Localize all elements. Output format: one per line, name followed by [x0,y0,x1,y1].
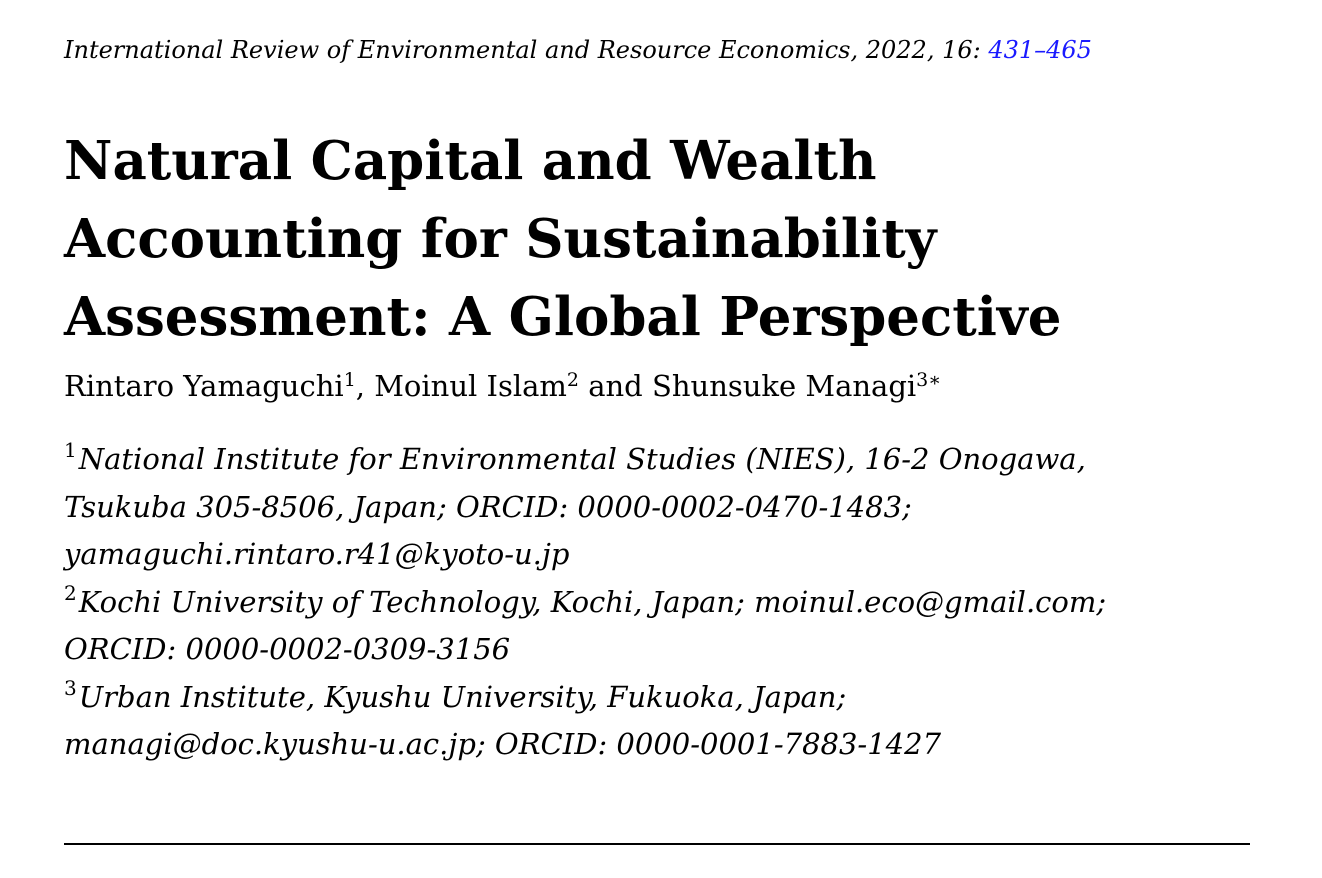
author-name-3: Shunsuke Managi [651,369,917,403]
journal-citation-text: International Review of Environmental an… [64,36,989,64]
author-list: Rintaro Yamaguchi1, Moinul Islam2 and Sh… [64,366,941,406]
journal-citation: International Review of Environmental an… [64,34,1250,66]
title-line-3: Assessment: A Global Perspective [64,286,1062,348]
affiliation-3-text-1: Urban Institute, Kyushu University, Fuku… [78,679,847,714]
affiliation-1-text-2: Tsukuba 305-8506, Japan; ORCID: 0000-000… [64,489,912,524]
author-separator-2: and [579,369,652,403]
author-affil-mark-1: 1 [343,369,356,391]
affiliation-2-orcid: ORCID: 0000-0002-0309-3156 [64,632,511,666]
affiliation-1-email: yamaguchi.rintaro.r41@kyoto-u.jp [64,537,570,571]
affiliation-3-line-1: 3Urban Institute, Kyushu University, Fuk… [64,674,1250,722]
affiliation-1-mark: 1 [64,438,77,462]
author-name-1: Rintaro Yamaguchi [64,369,344,403]
affiliation-3-mark: 3 [64,675,77,700]
author-separator-1: , [355,369,375,403]
affiliation-2-text-1: Kochi University of Technology, Kochi, J… [78,584,1107,619]
title-line-1: Natural Capital and Wealth [64,130,877,192]
affiliation-3-email-orcid: managi@doc.kyushu-u.ac.jp; ORCID: 0000-0… [64,727,942,761]
affiliation-1-line-1: 1National Institute for Environmental St… [64,436,1250,484]
page-range-link[interactable]: 431–465 [988,36,1092,64]
affiliation-2-line-1: 2Kochi University of Technology, Kochi, … [64,579,1250,627]
horizontal-rule [64,843,1250,845]
paper-title: Natural Capital and Wealth Accounting fo… [64,122,1250,356]
author-affil-mark-3: 3∗ [916,369,942,391]
author-affil-mark-2: 2 [566,369,579,391]
affiliation-1-text-1: National Institute for Environmental Stu… [78,442,1086,476]
author-name-2: Moinul Islam [374,369,567,403]
affiliation-2-mark: 2 [64,580,77,605]
affiliation-list: 1National Institute for Environmental St… [64,436,1250,769]
title-line-2: Accounting for Sustainability [64,208,937,270]
